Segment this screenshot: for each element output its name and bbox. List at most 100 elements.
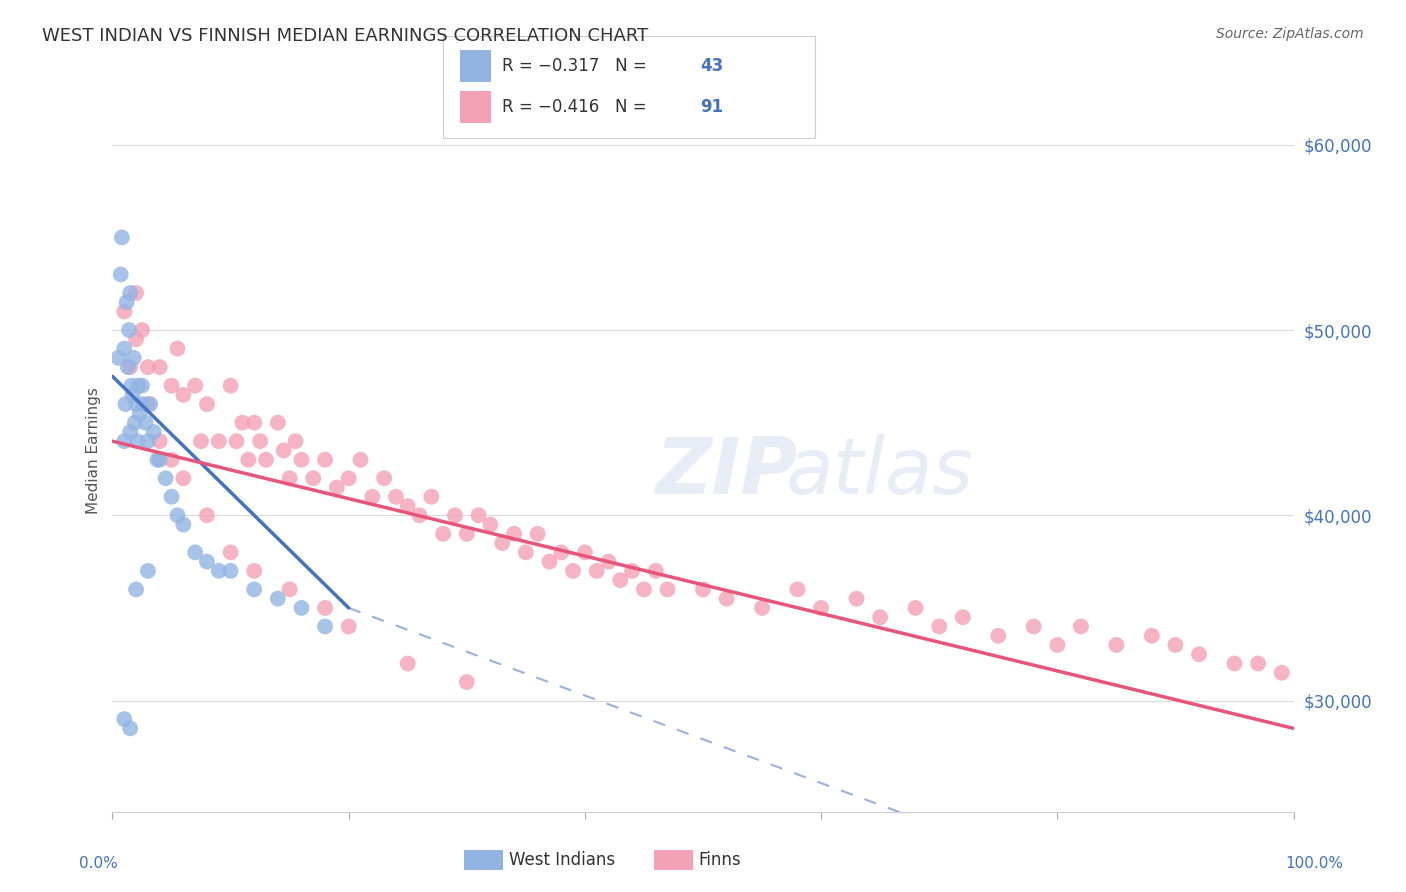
- Text: R = −0.416   N =: R = −0.416 N =: [502, 98, 652, 116]
- Point: [149, 360, 172, 375]
- Text: atlas: atlas: [786, 434, 974, 510]
- Point: [456, 675, 478, 690]
- Point: [112, 434, 135, 449]
- Point: [172, 388, 194, 402]
- Point: [120, 360, 142, 375]
- Point: [987, 629, 1010, 643]
- Point: [125, 332, 148, 346]
- Point: [396, 657, 419, 671]
- Point: [503, 526, 526, 541]
- Point: [112, 304, 135, 318]
- Point: [219, 545, 242, 559]
- Point: [1247, 657, 1270, 671]
- Point: [128, 406, 150, 420]
- Point: [420, 490, 443, 504]
- Point: [190, 434, 212, 449]
- Point: [195, 555, 218, 569]
- Point: [107, 351, 129, 365]
- Point: [408, 508, 430, 523]
- Point: [810, 601, 832, 615]
- Point: [526, 526, 548, 541]
- Point: [585, 564, 607, 578]
- Text: Finns: Finns: [699, 851, 741, 869]
- Point: [254, 452, 277, 467]
- Point: [122, 351, 145, 365]
- Point: [326, 481, 349, 495]
- Point: [609, 573, 631, 587]
- Point: [120, 722, 142, 736]
- Point: [172, 471, 194, 485]
- Point: [1188, 647, 1211, 661]
- Point: [337, 471, 360, 485]
- Point: [110, 268, 132, 282]
- Point: [550, 545, 572, 559]
- Point: [845, 591, 868, 606]
- Point: [1140, 629, 1163, 643]
- Text: 100.0%: 100.0%: [1285, 856, 1344, 871]
- Point: [786, 582, 808, 597]
- Point: [131, 378, 153, 392]
- Point: [184, 545, 207, 559]
- Point: [373, 471, 395, 485]
- Point: [127, 378, 149, 392]
- Point: [125, 582, 148, 597]
- Point: [121, 388, 143, 402]
- Point: [1046, 638, 1069, 652]
- Point: [124, 416, 146, 430]
- Point: [361, 490, 384, 504]
- Text: WEST INDIAN VS FINNISH MEDIAN EARNINGS CORRELATION CHART: WEST INDIAN VS FINNISH MEDIAN EARNINGS C…: [42, 27, 648, 45]
- Point: [314, 601, 336, 615]
- Point: [278, 471, 301, 485]
- Y-axis label: Median Earnings: Median Earnings: [86, 387, 101, 514]
- Point: [155, 471, 177, 485]
- Point: [302, 471, 325, 485]
- Point: [238, 452, 260, 467]
- Point: [385, 490, 408, 504]
- Point: [114, 397, 136, 411]
- Point: [290, 601, 312, 615]
- Point: [904, 601, 927, 615]
- Point: [166, 342, 188, 356]
- Point: [132, 397, 155, 411]
- Point: [928, 619, 950, 633]
- Point: [136, 564, 159, 578]
- Point: [621, 564, 644, 578]
- Point: [146, 452, 169, 467]
- Point: [444, 508, 467, 523]
- Point: [1070, 619, 1092, 633]
- Point: [562, 564, 585, 578]
- Point: [1223, 657, 1246, 671]
- Point: [267, 416, 290, 430]
- Point: [337, 619, 360, 633]
- Point: [1105, 638, 1128, 652]
- Point: [120, 378, 142, 392]
- Point: [249, 434, 271, 449]
- Point: [284, 434, 307, 449]
- Point: [869, 610, 891, 624]
- Point: [267, 591, 290, 606]
- Point: [1022, 619, 1045, 633]
- Point: [574, 545, 596, 559]
- Point: [120, 425, 142, 439]
- Point: [243, 564, 266, 578]
- Point: [160, 452, 183, 467]
- Text: ZIP: ZIP: [655, 434, 797, 510]
- Point: [172, 517, 194, 532]
- Point: [112, 712, 135, 726]
- Point: [273, 443, 295, 458]
- Point: [278, 582, 301, 597]
- Point: [314, 619, 336, 633]
- Point: [515, 545, 537, 559]
- Point: [952, 610, 974, 624]
- Point: [166, 508, 188, 523]
- Point: [136, 434, 159, 449]
- Point: [1164, 638, 1187, 652]
- Point: [136, 360, 159, 375]
- Point: [243, 582, 266, 597]
- Point: [149, 452, 172, 467]
- Point: [118, 323, 141, 337]
- Point: [160, 378, 183, 392]
- Text: 91: 91: [700, 98, 723, 116]
- Point: [195, 397, 218, 411]
- Text: West Indians: West Indians: [509, 851, 614, 869]
